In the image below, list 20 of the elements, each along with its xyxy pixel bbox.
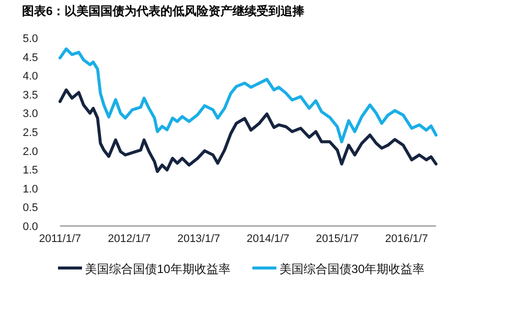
y-tick-label: 0.0	[22, 221, 38, 233]
x-tick-label: 2014/1/7	[246, 233, 290, 245]
y-tick-label: 4.0	[22, 70, 38, 83]
y-tick-label: 1.5	[22, 164, 38, 177]
x-tick-label: 2015/1/7	[316, 233, 359, 245]
x-tick-label: 2012/1/7	[108, 233, 151, 245]
x-tick-label: 2011/1/7	[38, 233, 82, 245]
x-tick-label: 2016/1/7	[385, 233, 428, 245]
legend-label: 美国综合国债30年期收益率	[279, 262, 425, 276]
y-tick-label: 2.5	[22, 127, 38, 139]
y-tick-label: 4.5	[22, 52, 38, 64]
y-tick-label: 1.0	[22, 183, 38, 196]
legend-label: 美国综合国债10年期收益率	[85, 262, 230, 276]
x-tick-label: 2013/1/7	[177, 233, 220, 245]
y-tick-label: 0.5	[22, 202, 38, 214]
y-tick-label: 5.0	[22, 33, 38, 45]
y-tick-label: 3.0	[22, 108, 38, 120]
title: 图表6：以美国国债为代表的低风险资产继续受到追捧	[22, 4, 305, 18]
y-tick-label: 3.5	[22, 89, 38, 102]
y-tick-label: 2.0	[22, 146, 38, 158]
